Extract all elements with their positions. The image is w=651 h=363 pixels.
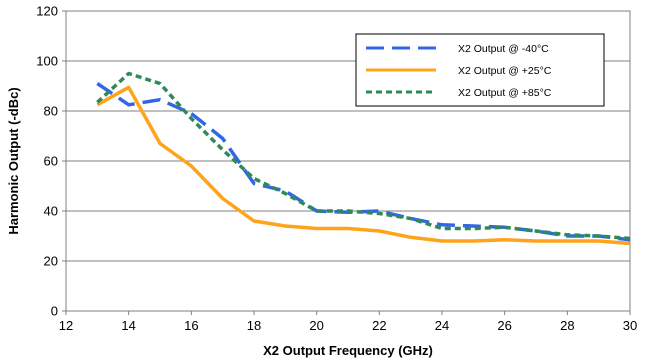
legend-label-plus25: X2 Output @ +25°C	[458, 65, 552, 77]
x-tick-label: 26	[497, 318, 511, 333]
y-tick-label: 20	[44, 254, 58, 269]
legend-label-plus85: X2 Output @ +85°C	[458, 87, 552, 99]
series-line-1	[96, 85, 631, 246]
x-tick-label: 20	[309, 318, 323, 333]
y-tick-label: 40	[44, 204, 58, 219]
x-tick-label: 22	[372, 318, 386, 333]
series-lines	[96, 71, 631, 246]
x-tick-label: 12	[59, 318, 73, 333]
legend: X2 Output @ -40°C X2 Output @ +25°C X2 O…	[355, 33, 605, 107]
y-axis-title: Harmonic Output (-dBc)	[6, 87, 21, 234]
y-tick-label: 60	[44, 154, 58, 169]
x-tick-label: 18	[247, 318, 261, 333]
x-tick-label: 28	[560, 318, 574, 333]
x-tick-label: 14	[121, 318, 135, 333]
x-tick-label: 24	[435, 318, 449, 333]
x-tick-label: 16	[184, 318, 198, 333]
y-tick-label: 80	[44, 104, 58, 119]
y-tick-label: 120	[36, 4, 58, 19]
y-tick-label: 100	[36, 54, 58, 69]
series-line-2	[96, 71, 631, 241]
x-axis-ticks: 12 14 16 18 20 22 24 26 28 30	[59, 311, 637, 333]
x-tick-label: 30	[623, 318, 637, 333]
y-tick-label: 0	[51, 304, 58, 319]
y-axis-ticks: 0 20 40 60 80 100 120	[36, 4, 66, 319]
x-axis-title: X2 Output Frequency (GHz)	[263, 343, 433, 358]
series-line-0	[96, 82, 631, 242]
legend-label-minus40: X2 Output @ -40°C	[458, 43, 549, 55]
